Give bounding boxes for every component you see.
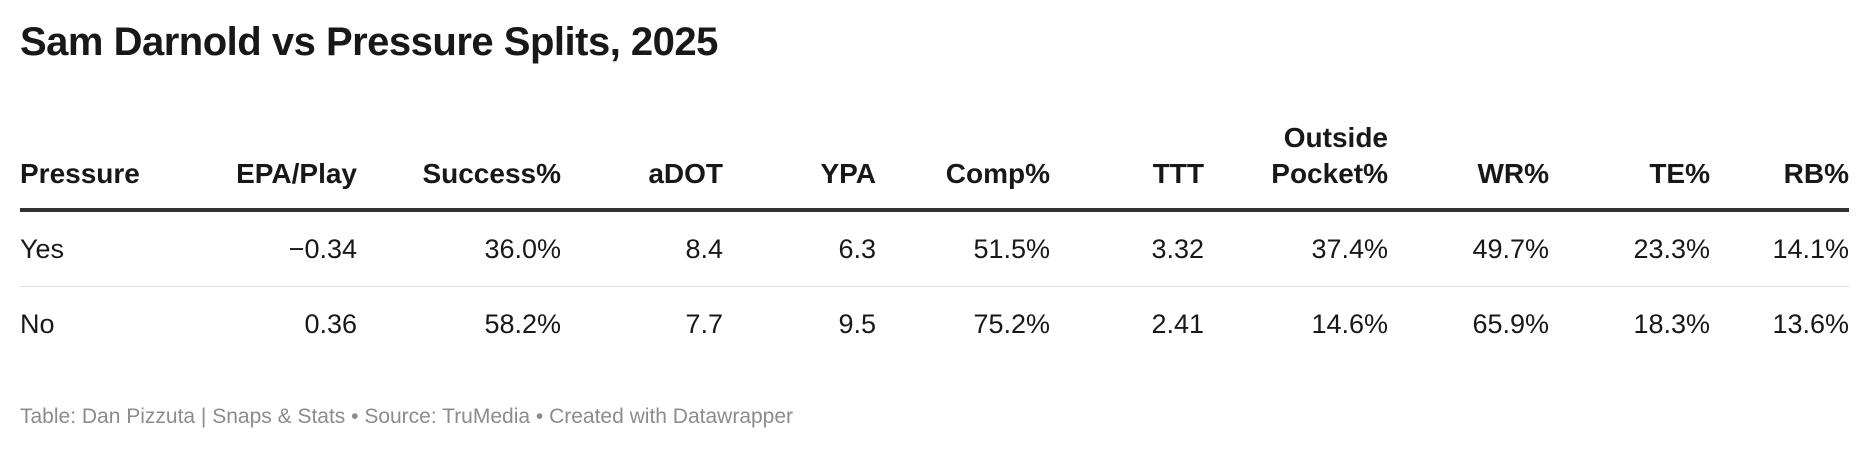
column-header-te-pct: TE% <box>1549 120 1710 212</box>
page-title: Sam Darnold vs Pressure Splits, 2025 <box>20 20 718 64</box>
table-cell-pressure: Yes <box>20 210 160 287</box>
column-header-rb-pct: RB% <box>1710 120 1849 212</box>
table-cell-outside-pocket-pct: 14.6% <box>1311 308 1388 339</box>
table-cell-wr-pct: 65.9% <box>1472 308 1549 339</box>
table-cell-comp-pct: 75.2% <box>973 308 1050 339</box>
column-header-epa-play: EPA/Play <box>160 120 357 212</box>
column-header-ypa: YPA <box>723 120 876 212</box>
column-header-adot: aDOT <box>561 120 723 212</box>
column-header-success-pct: Success% <box>357 120 561 212</box>
table-cell-success-pct: 58.2% <box>484 308 561 339</box>
table-cell-te-pct: 18.3% <box>1633 308 1710 339</box>
table-cell-pressure: No <box>20 308 55 339</box>
table-row: No 0.36 58.2% 7.7 9.5 75.2% 2.41 14.6% 6… <box>20 287 1849 362</box>
table-cell-wr-pct: 49.7% <box>1388 210 1549 287</box>
column-header-outside-pocket-pct: Outside Pocket% <box>1204 120 1388 212</box>
table-cell-ttt: 3.32 <box>1050 210 1204 287</box>
column-header-wr-pct: WR% <box>1388 120 1549 212</box>
table-cell-comp-pct: 51.5% <box>876 210 1050 287</box>
column-header-ttt: TTT <box>1050 120 1204 212</box>
table-cell-adot: 7.7 <box>685 308 723 339</box>
table-cell-rb-pct: 13.6% <box>1772 308 1849 339</box>
table-cell-success-pct: 36.0% <box>357 210 561 287</box>
column-header-comp-pct: Comp% <box>876 120 1050 212</box>
table-row: Yes −0.34 36.0% 8.4 6.3 51.5% 3.32 37.4%… <box>20 210 1849 287</box>
table-cell-epa-play: 0.36 <box>304 308 357 339</box>
splits-table: Pressure EPA/Play Success% aDOT YPA Comp… <box>20 120 1849 361</box>
table-cell-outside-pocket-pct: 37.4% <box>1204 210 1388 287</box>
footer-credit: Table: Dan Pizzuta | Snaps & Stats • Sou… <box>20 405 794 428</box>
column-header-pressure: Pressure <box>20 120 160 212</box>
table-cell-ttt: 2.41 <box>1151 308 1204 339</box>
table-header-row: Pressure EPA/Play Success% aDOT YPA Comp… <box>20 120 1849 212</box>
column-header-outside-pocket-line1: Outside <box>1283 122 1388 153</box>
table-cell-adot: 8.4 <box>561 210 723 287</box>
table-cell-te-pct: 23.3% <box>1549 210 1710 287</box>
column-header-outside-pocket-line2: Pocket% <box>1271 158 1388 189</box>
table-cell-ypa: 9.5 <box>838 308 876 339</box>
table-cell-rb-pct: 14.1% <box>1710 210 1849 287</box>
table-cell-epa-play: −0.34 <box>160 210 357 287</box>
table-cell-ypa: 6.3 <box>723 210 876 287</box>
